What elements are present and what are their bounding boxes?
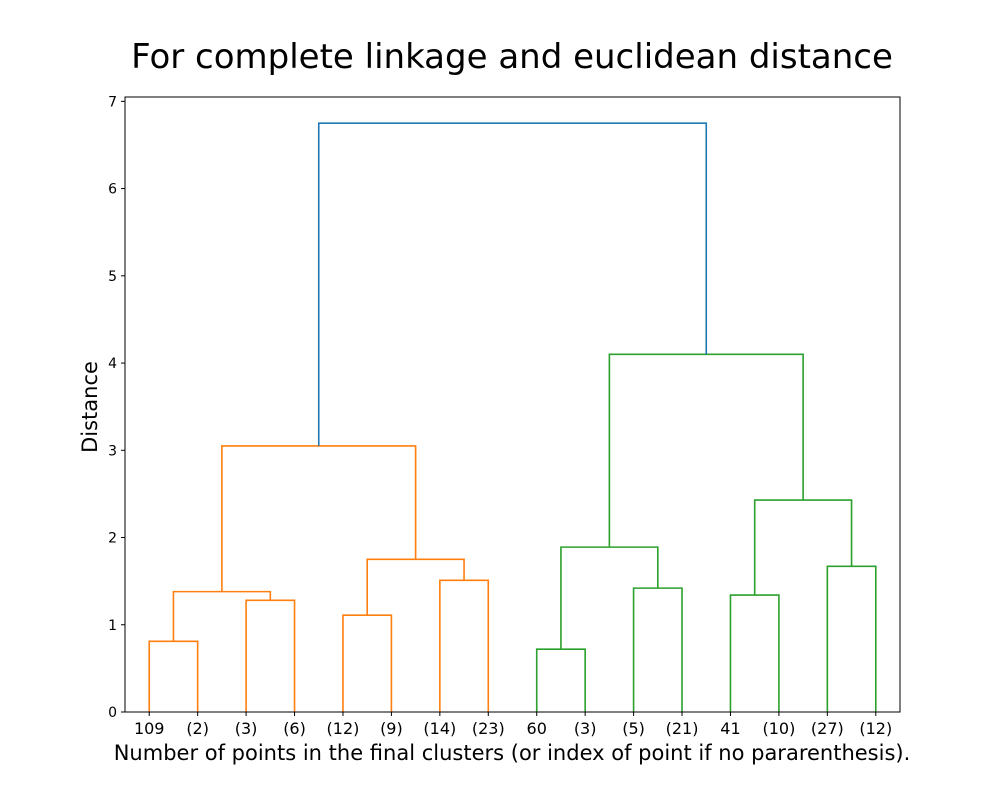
leaf-label-6: (14) bbox=[423, 719, 456, 738]
x-axis: 109 (2) (3) (6) (12) (9) (14) (23) 60 (3) (5) (21) 4… bbox=[134, 712, 892, 738]
y-tick-label-7: 7 bbox=[108, 94, 117, 110]
y-tick-label-2: 2 bbox=[108, 531, 117, 547]
dendrogram-links bbox=[148, 122, 877, 712]
leaf-label-5: (9) bbox=[380, 719, 403, 738]
leaf-label-14: (27) bbox=[811, 719, 844, 738]
leaf-label-2: (3) bbox=[235, 719, 258, 738]
leaf-label-3: (6) bbox=[283, 719, 306, 738]
leaf-label-0: 109 bbox=[134, 719, 165, 738]
leaf-label-8: 60 bbox=[527, 719, 547, 738]
plot-frame bbox=[124, 96, 901, 713]
leaf-label-11: (21) bbox=[666, 719, 699, 738]
leaf-label-13: (10) bbox=[762, 719, 795, 738]
leaf-label-9: (3) bbox=[574, 719, 597, 738]
dendrogram-link-4 bbox=[439, 579, 490, 712]
y-tick-label-4: 4 bbox=[108, 356, 117, 372]
y-axis: 0 1 2 3 4 5 6 7 bbox=[108, 94, 125, 721]
y-tick-label-0: 0 bbox=[108, 705, 117, 721]
x-axis-label: Number of points in the final clusters (… bbox=[114, 741, 911, 765]
leaf-label-15: (12) bbox=[859, 719, 892, 738]
leaf-label-4: (12) bbox=[327, 719, 360, 738]
leaf-label-1: (2) bbox=[186, 719, 209, 738]
leaf-label-10: (5) bbox=[622, 719, 645, 738]
leaf-label-12: 41 bbox=[720, 719, 740, 738]
dendrogram-link-9 bbox=[560, 546, 659, 650]
chart-title: For complete linkage and euclidean dista… bbox=[131, 37, 893, 77]
dendrogram-link-14 bbox=[317, 122, 708, 446]
y-tick-label-5: 5 bbox=[108, 269, 117, 285]
y-tick-label-1: 1 bbox=[108, 618, 117, 634]
y-tick-label-6: 6 bbox=[108, 182, 117, 198]
leaf-label-7: (23) bbox=[472, 719, 505, 738]
y-tick-label-3: 3 bbox=[108, 443, 117, 459]
dendrogram-link-8 bbox=[632, 587, 683, 712]
y-axis-label: Distance bbox=[78, 361, 102, 453]
